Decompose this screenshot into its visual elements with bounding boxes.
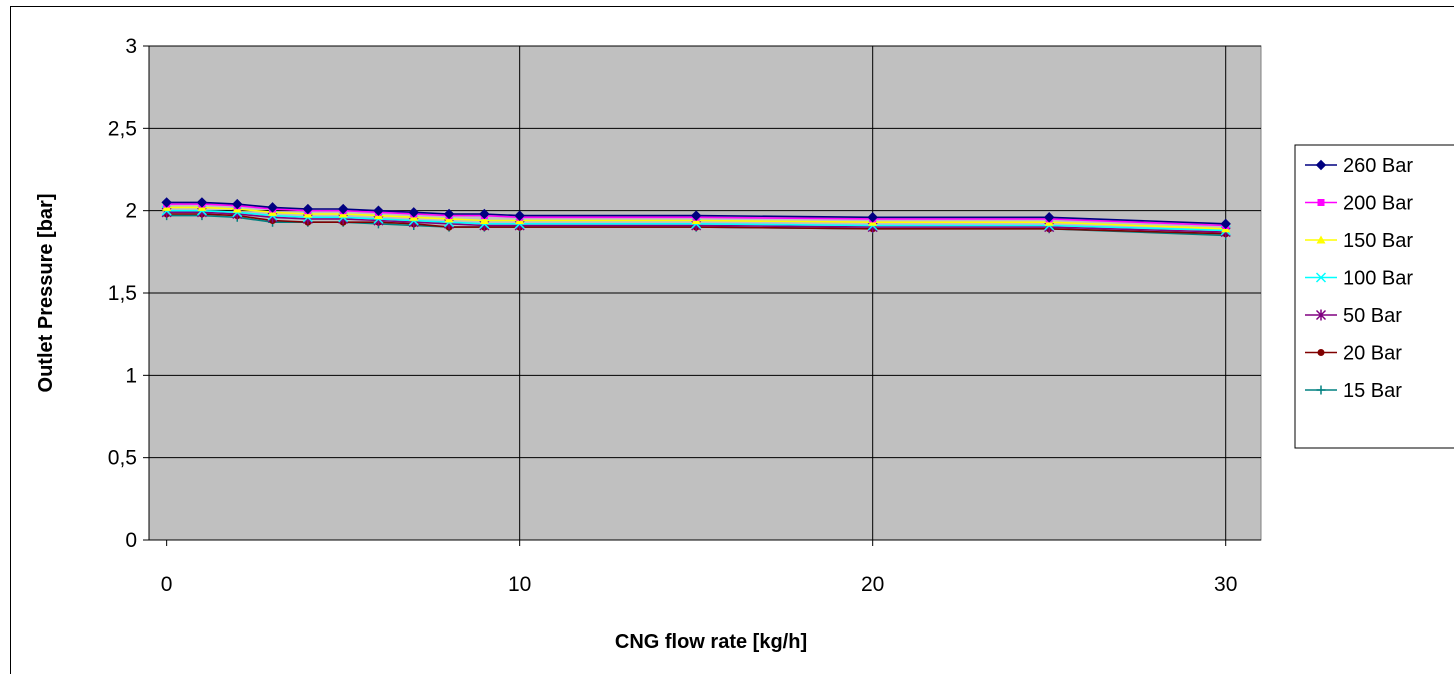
data-point-260-bar xyxy=(161,197,172,208)
legend-label: 100 Bar xyxy=(1343,268,1413,290)
data-point-260-bar xyxy=(232,198,243,210)
legend-item-260-bar: 260 Bar xyxy=(1305,155,1413,177)
legend-item-100-bar: 100 Bar xyxy=(1305,268,1413,290)
series-lines xyxy=(161,197,1231,240)
legend-label: 15 Bar xyxy=(1343,380,1402,402)
legend-item-150-bar: 150 Bar xyxy=(1305,230,1413,252)
legend-marker xyxy=(1315,159,1327,171)
y-tick-label: 0,5 xyxy=(108,447,137,470)
data-point-260-bar xyxy=(1043,212,1055,223)
series-260-bar xyxy=(161,197,1231,230)
data-point-260-bar xyxy=(267,202,278,213)
data-point-260-bar xyxy=(690,210,702,221)
data-point-260-bar xyxy=(302,203,314,215)
axes: 00,511,522,530 10 20 30 xyxy=(108,35,1261,596)
legend-label: 150 Bar xyxy=(1343,230,1413,252)
legend-label: 20 Bar xyxy=(1343,343,1402,365)
data-point-150-bar xyxy=(479,216,489,225)
legend-item-50-bar: 50 Bar xyxy=(1305,305,1402,327)
x-tick-label: 20 xyxy=(861,573,884,596)
y-axis-title: Outlet Pressure [bar] xyxy=(35,194,57,393)
x-tick-label: 0 xyxy=(161,573,173,596)
data-point-260-bar xyxy=(373,205,384,216)
x-tick-label: 10 xyxy=(508,573,531,596)
data-point-260-bar xyxy=(196,197,208,208)
data-point-260-bar xyxy=(443,208,455,220)
legend: 260 Bar 200 Bar 150 Bar 100 Bar 50 Bar 20 Bar… xyxy=(1294,144,1454,449)
data-point-260-bar xyxy=(514,210,525,221)
y-tick-label: 1 xyxy=(125,364,137,387)
legend-item-20-bar: 20 Bar xyxy=(1305,343,1402,365)
legend-marker xyxy=(1316,385,1326,395)
chart-frame xyxy=(10,6,1454,674)
legend-marker xyxy=(1315,272,1327,283)
legend-label: 260 Bar xyxy=(1343,155,1413,177)
x-tick-label: 30 xyxy=(1214,573,1237,596)
y-tick-label: 1,5 xyxy=(108,282,137,305)
y-tick-label: 2,5 xyxy=(108,117,137,140)
data-point-260-bar xyxy=(1220,218,1231,230)
legend-item-15-bar: 15 Bar xyxy=(1305,380,1402,402)
data-point-260-bar xyxy=(408,207,419,218)
legend-marker xyxy=(1316,235,1326,244)
data-point-260-bar xyxy=(867,212,878,223)
data-point-260-bar xyxy=(337,203,349,215)
y-tick-label: 0 xyxy=(125,529,137,552)
y-tick-label: 2 xyxy=(125,200,137,223)
legend-marker xyxy=(1317,199,1325,206)
legend-label: 50 Bar xyxy=(1343,305,1402,327)
legend-label: 200 Bar xyxy=(1343,193,1413,215)
legend-marker xyxy=(1317,349,1325,356)
y-tick-label: 3 xyxy=(125,35,137,58)
legend-item-200-bar: 200 Bar xyxy=(1305,193,1413,215)
legend-box xyxy=(1294,144,1454,449)
grid-lines xyxy=(149,45,1261,540)
x-axis-title: CNG flow rate [kg/h] xyxy=(615,631,807,653)
data-point-260-bar xyxy=(479,208,490,220)
legend-marker xyxy=(1315,309,1327,321)
